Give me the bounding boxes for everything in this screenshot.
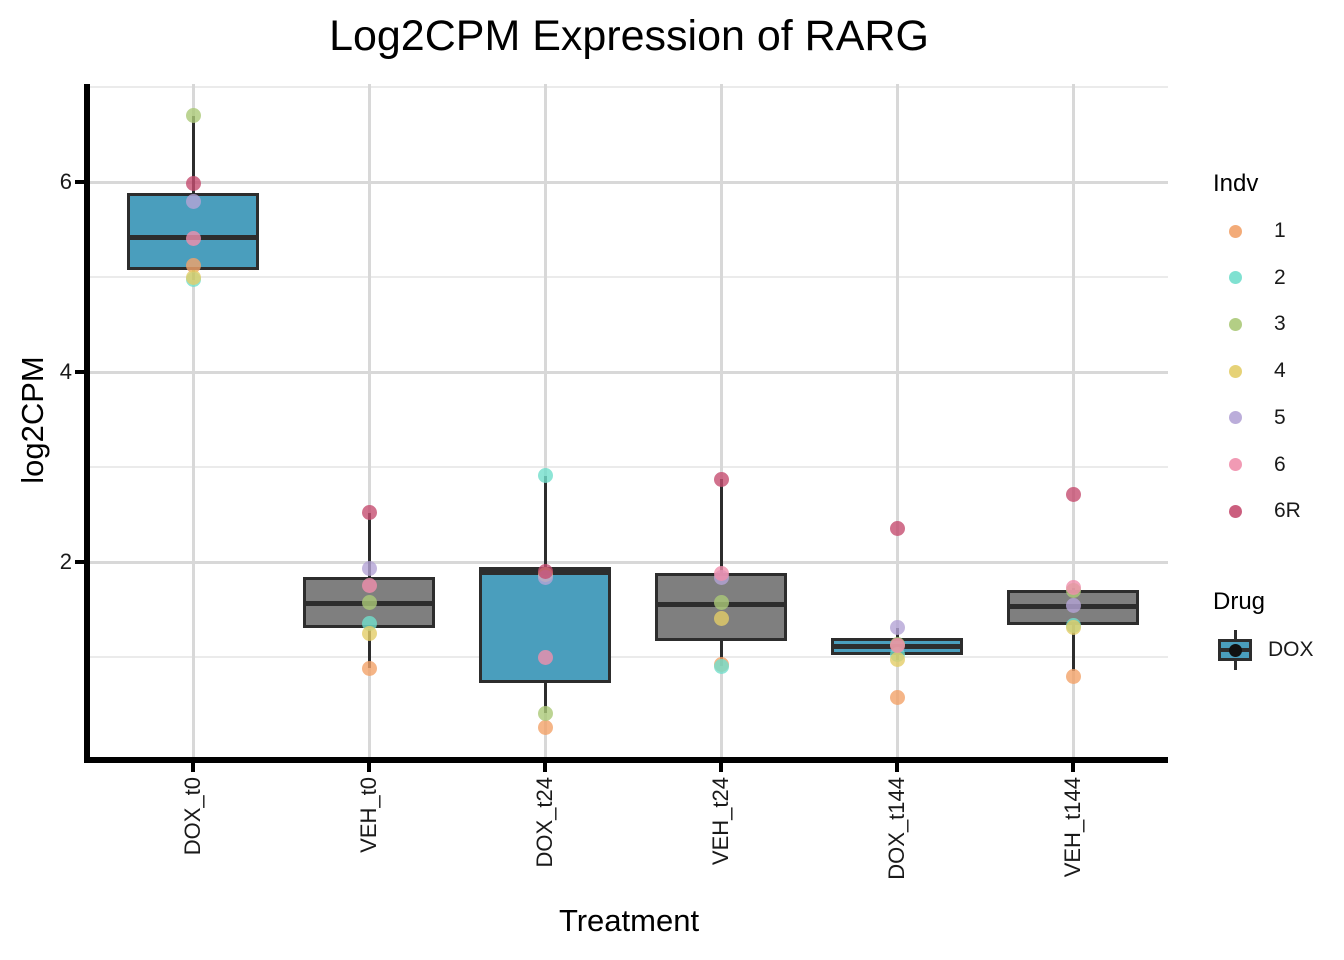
whisker-high-DOX_t0 [192,115,195,194]
legend-indv-dot-6R [1229,504,1242,518]
legend-indv-label-6: 6 [1274,452,1286,476]
x-tick-DOX_t144 [895,763,899,772]
gridline-x-VEH_t144 [1072,84,1075,757]
data-point-VEH_t144-indv1 [1065,668,1081,684]
x-tick-label-VEH_t0: VEH_t0 [356,777,381,853]
data-point-VEH_t144-indv6R [1065,487,1081,503]
data-point-VEH_t24-indv4 [713,610,729,626]
x-axis-line [84,757,1168,763]
x-tick-DOX_t24 [543,763,547,772]
whisker-high-DOX_t24 [544,475,547,567]
data-point-VEH_t0-indv3 [361,595,377,611]
gridline-major-y2 [90,561,1168,564]
data-point-DOX_t0-indv6R [185,176,201,192]
x-tick-VEH_t24 [719,763,723,772]
data-point-DOX_t144-indv4 [889,652,905,668]
data-point-VEH_t0-indv6 [361,578,377,594]
y-axis-line [84,84,90,763]
legend-drug-title: Drug [1213,588,1266,615]
whisker-low-VEH_t144 [1072,624,1075,672]
gridline-major-y4 [90,371,1168,374]
whisker-low-VEH_t24 [720,640,723,667]
x-tick-label-DOX_t144: DOX_t144 [884,777,909,880]
gridline-x-DOX_t144 [896,84,899,757]
y-tick-label-4: 4 [59,359,72,384]
data-point-DOX_t0-indv6 [185,230,201,246]
y-tick-label-2: 2 [59,549,72,574]
y-tick-label-6: 6 [59,169,72,194]
y-tick-4 [75,370,84,374]
x-tick-VEH_t144 [1071,763,1075,772]
legend-indv-label-4: 4 [1274,359,1286,383]
legend-indv-dot-4 [1229,364,1242,378]
legend-indv-dot-3 [1229,317,1242,331]
gridline-minor-y7 [90,86,1168,88]
data-point-VEH_t144-indv5 [1065,598,1081,614]
legend-indv-label-5: 5 [1274,405,1286,429]
x-tick-label-VEH_t144: VEH_t144 [1060,777,1085,878]
whisker-high-VEH_t24 [720,479,723,574]
data-point-DOX_t144-indv5 [889,620,905,636]
gridline-minor-y5 [90,276,1168,278]
x-tick-DOX_t0 [191,763,195,772]
data-point-VEH_t0-indv5 [361,561,377,577]
whisker-low-VEH_t0 [368,628,371,669]
data-point-DOX_t24-indv2 [537,468,553,484]
legend-indv-label-3: 3 [1274,312,1286,336]
data-point-DOX_t0-indv3 [185,108,201,123]
gridline-major-y6 [90,181,1168,184]
legend-indv-title: Indv [1213,170,1259,197]
legend-indv-label-2: 2 [1274,265,1286,289]
data-point-DOX_t144-indv6 [889,638,905,654]
x-tick-label-DOX_t0: DOX_t0 [180,777,205,856]
gridline-minor-y3 [90,466,1168,468]
figure-title: Log2CPM Expression of RARG [329,12,929,60]
data-point-DOX_t0-indv4 [185,270,201,286]
whisker-low-DOX_t24 [544,682,547,714]
x-tick-label-DOX_t24: DOX_t24 [532,777,557,868]
gridline-minor-y1 [90,656,1168,658]
data-point-VEH_t0-indv1 [361,660,377,676]
x-tick-VEH_t0 [367,763,371,772]
data-point-DOX_t0-indv1 [185,258,201,274]
legend-drug-key-dot [1228,643,1242,657]
gridline-x-DOX_t24 [544,84,547,757]
data-point-VEH_t24-indv2 [713,659,729,674]
legend-indv-dot-6 [1229,458,1242,471]
data-point-VEH_t24-indv6 [713,565,729,581]
data-point-DOX_t24-indv3 [537,705,553,721]
data-point-DOX_t24-indv6R [537,564,553,579]
data-point-VEH_t24-indv6R [713,471,729,487]
data-point-DOX_t0-indv5 [185,194,201,210]
x-tick-label-VEH_t24: VEH_t24 [708,777,733,866]
x-axis-title: Treatment [558,903,700,938]
y-tick-2 [75,560,84,564]
data-point-DOX_t144-indv6R [889,521,905,537]
whisker-high-VEH_t0 [368,512,371,578]
data-point-VEH_t0-indv6R [361,505,377,521]
legend-indv-dot-1 [1229,224,1242,238]
gridline-x-VEH_t24 [720,84,723,757]
legend-indv-label-6R: 6R [1274,499,1301,523]
legend-drug-label-DOX: DOX [1268,638,1314,661]
data-point-VEH_t24-indv3 [713,595,729,611]
gridline-x-VEH_t0 [368,84,371,757]
legend-indv-dot-5 [1229,411,1242,425]
y-tick-6 [75,180,84,184]
gridline-x-DOX_t0 [192,84,195,757]
data-point-VEH_t0-indv4 [361,625,377,641]
data-point-VEH_t144-indv6 [1065,580,1081,596]
data-point-VEH_t144-indv4 [1065,620,1081,636]
data-point-DOX_t24-indv6 [537,649,553,665]
data-point-DOX_t144-indv1 [889,690,905,706]
legend-indv-dot-2 [1229,271,1242,285]
legend-indv-label-1: 1 [1274,219,1286,242]
data-point-DOX_t24-indv1 [537,719,553,735]
